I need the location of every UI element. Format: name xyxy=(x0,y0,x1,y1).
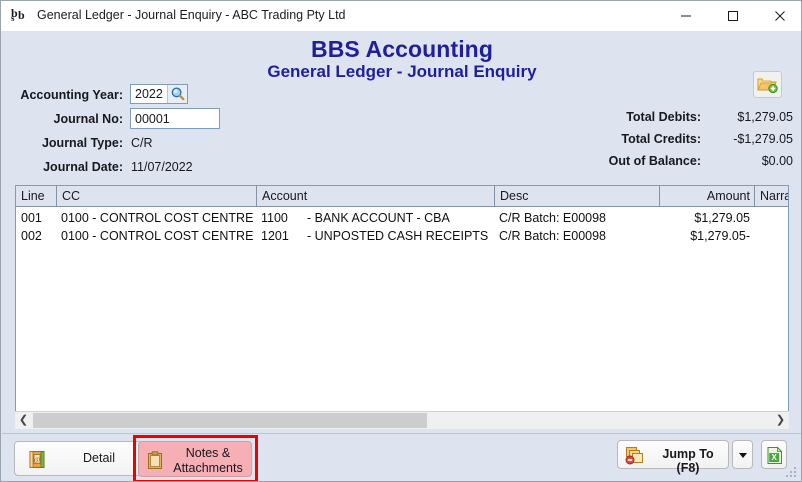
detail-button[interactable]: @ Detail xyxy=(14,441,142,476)
folder-add-icon xyxy=(757,78,778,94)
total-debits-label: Total Debits: xyxy=(626,110,701,124)
journal-type-value: C/R xyxy=(131,136,153,150)
column-header-line[interactable]: Line xyxy=(21,189,45,203)
total-credits-label: Total Credits: xyxy=(621,132,701,146)
journal-no-value: 00001 xyxy=(135,112,170,126)
excel-export-button[interactable]: X xyxy=(761,440,787,469)
cell-account-code: 1100 xyxy=(261,211,288,225)
cell-account-name: - UNPOSTED CASH RECEIPTS xyxy=(307,229,489,243)
journal-date-value: 11/07/2022 xyxy=(131,160,193,174)
journal-lines-grid[interactable]: Line CC Account Desc Amount Narra 001 01… xyxy=(15,185,789,429)
scrollbar-thumb[interactable] xyxy=(33,413,427,428)
chevron-right-icon[interactable]: ❯ xyxy=(775,414,786,426)
grid-horizontal-scrollbar[interactable]: ❮ ❯ xyxy=(15,411,789,429)
journal-no-input[interactable]: 00001 xyxy=(130,108,220,129)
total-debits-value: $1,279.05 xyxy=(737,110,793,124)
notes-attachments-highlight xyxy=(133,435,258,481)
notes-attachments-label-line1: Notes & xyxy=(185,446,231,460)
maximize-icon xyxy=(728,11,738,21)
cell-line: 002 xyxy=(21,229,42,243)
resize-grip-icon[interactable] xyxy=(785,465,798,478)
page-subtitle: General Ledger - Journal Enquiry xyxy=(267,62,537,81)
chevron-left-icon[interactable]: ❮ xyxy=(18,414,29,426)
window-title: General Ledger - Journal Enquiry - ABC T… xyxy=(37,8,346,22)
journal-type-label: Journal Type: xyxy=(41,136,123,150)
chevron-down-icon xyxy=(739,453,747,458)
accounting-year-field[interactable]: 2022 xyxy=(130,84,188,104)
table-row[interactable]: 002 0100 - CONTROL COST CENTRE 1201 - UN… xyxy=(16,227,788,245)
jump-to-button-label: Jump To (F8) xyxy=(662,447,714,475)
column-header-narrative[interactable]: Narra xyxy=(754,186,788,206)
cell-desc: C/R Batch: E00098 xyxy=(499,229,607,243)
minimize-icon xyxy=(681,15,691,17)
total-credits-value: -$1,279.05 xyxy=(733,132,793,146)
cell-narrative xyxy=(754,227,788,245)
jump-to-dropdown-button[interactable] xyxy=(732,440,753,469)
svg-text:X: X xyxy=(772,453,778,462)
column-header-amount[interactable]: Amount xyxy=(659,186,754,206)
notes-attachments-button[interactable]: Notes & Attachments xyxy=(138,441,252,477)
cell-cc: 0100 - CONTROL COST CENTRE xyxy=(61,211,254,225)
table-row[interactable]: 001 0100 - CONTROL COST CENTRE 1100 - BA… xyxy=(16,209,788,227)
cell-account-name: - BANK ACCOUNT - CBA xyxy=(307,211,450,225)
jump-to-icon xyxy=(625,447,643,465)
maximize-button[interactable] xyxy=(710,1,756,31)
out-of-balance-label: Out of Balance: xyxy=(608,154,701,168)
cell-line: 001 xyxy=(21,211,42,225)
journal-date-label: Journal Date: xyxy=(43,160,123,174)
out-of-balance-value: $0.00 xyxy=(761,154,793,168)
clipboard-icon xyxy=(148,451,162,469)
grid-header-row: Line CC Account Desc Amount Narra xyxy=(16,186,788,207)
cell-amount: $1,279.05- xyxy=(690,229,750,243)
cell-desc: C/R Batch: E00098 xyxy=(499,211,607,225)
close-icon xyxy=(775,11,785,21)
column-header-cc[interactable]: CC xyxy=(56,186,256,206)
folder-add-button[interactable] xyxy=(753,71,782,98)
minimize-button[interactable] xyxy=(663,1,709,31)
journal-no-label: Journal No: xyxy=(53,112,123,126)
excel-export-icon: X xyxy=(767,446,783,464)
cell-narrative xyxy=(754,209,788,227)
svg-text:@: @ xyxy=(34,456,40,463)
notes-attachments-label-line2: Attachments xyxy=(173,461,243,475)
detail-button-label: Detail xyxy=(83,451,115,465)
magnifier-icon xyxy=(171,87,185,101)
column-header-desc[interactable]: Desc xyxy=(494,186,659,206)
accounting-year-lookup-button[interactable] xyxy=(167,85,187,103)
page-title: BBS Accounting xyxy=(311,36,493,62)
book-icon: @ xyxy=(29,451,45,468)
accounting-year-value: 2022 xyxy=(135,87,163,101)
jump-to-button[interactable]: Jump To (F8) xyxy=(617,440,729,475)
cell-cc: 0100 - CONTROL COST CENTRE xyxy=(61,229,254,243)
cell-account-code: 1201 xyxy=(261,229,289,243)
close-button[interactable] xyxy=(757,1,801,31)
accounting-year-label: Accounting Year: xyxy=(20,88,123,102)
cell-amount: $1,279.05 xyxy=(694,211,750,225)
column-header-account[interactable]: Account xyxy=(256,186,494,206)
